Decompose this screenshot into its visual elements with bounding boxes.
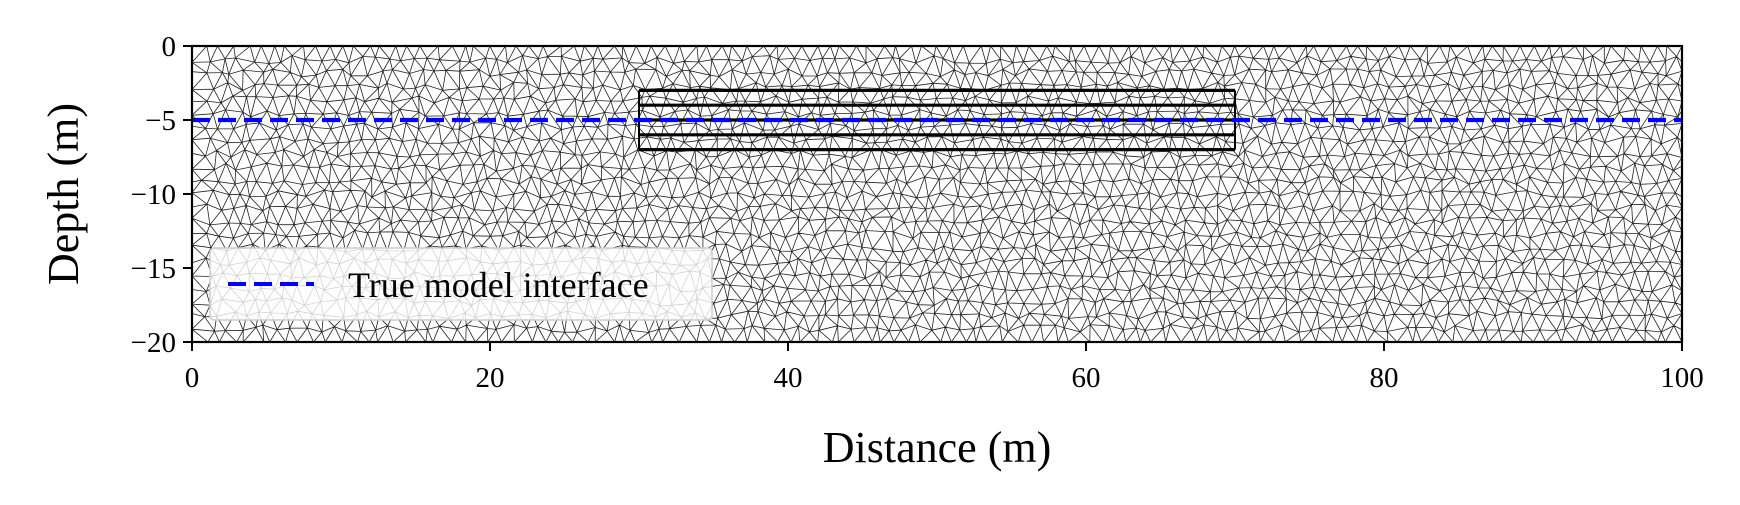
legend: True model interface xyxy=(209,247,713,321)
y-tick-label: 0 xyxy=(162,31,177,63)
y-tick-label: −15 xyxy=(131,253,176,285)
x-tick-label: 20 xyxy=(476,362,505,394)
x-axis-ticks: 0 20 40 60 80 100 xyxy=(185,342,1704,394)
mesh-edges xyxy=(192,46,1682,342)
x-tick-label: 40 xyxy=(774,362,803,394)
y-tick-label: −10 xyxy=(131,179,176,211)
x-tick-label: 60 xyxy=(1072,362,1101,394)
y-tick-label: −5 xyxy=(145,105,176,137)
legend-box xyxy=(209,247,713,321)
x-tick-label: 0 xyxy=(185,362,200,394)
y-axis-label: Depth (m) xyxy=(39,103,88,285)
legend-label-true-model-interface: True model interface xyxy=(348,265,649,305)
triangular-mesh xyxy=(192,46,1682,342)
x-tick-label: 100 xyxy=(1660,362,1704,394)
x-tick-label: 80 xyxy=(1370,362,1399,394)
x-axis-label: Distance (m) xyxy=(823,423,1051,472)
y-tick-label: −20 xyxy=(131,327,176,359)
y-axis-ticks: 0 −5 −10 −15 −20 xyxy=(131,31,192,359)
